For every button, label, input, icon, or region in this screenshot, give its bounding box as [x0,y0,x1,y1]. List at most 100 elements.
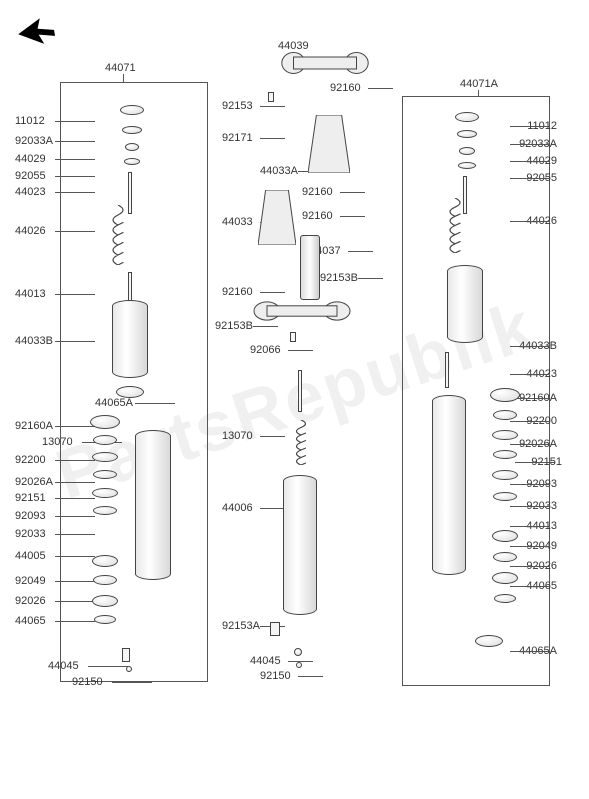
ellipse-part [459,147,475,155]
triple-clamp [280,48,370,78]
leader-line [510,161,550,162]
nav-arrow-icon [15,15,59,59]
leader-line [55,516,95,517]
part-label-44045: 44045 [250,655,281,667]
leader-line [510,546,550,547]
ellipse-part [92,595,118,607]
part-label-44029: 44029 [15,153,46,165]
leader-line [55,426,95,427]
leader-line [55,294,95,295]
cylinder-part [112,300,148,378]
part-label-92153: 92153 [222,100,253,112]
part-label-92160: 92160 [302,186,333,198]
part-label-92200: 92200 [15,454,46,466]
part-label-92160: 92160 [302,210,333,222]
ellipse-part [493,410,517,420]
cylinder-part [135,430,171,580]
part-label-92151: 92151 [15,492,46,504]
ellipse-part [126,666,132,672]
leader-line [368,88,393,89]
ellipse-part [490,388,520,402]
ellipse-part [90,415,120,429]
leader-line [55,581,95,582]
leader-line [260,508,285,509]
ellipse-part [125,143,139,151]
group-leader [478,90,479,96]
fork-cover [308,115,350,173]
group-label-44071A: 44071A [460,78,498,90]
cylinder-part [283,475,317,615]
spring-icon [445,198,465,253]
leader-line [135,403,175,404]
ellipse-part [475,635,503,647]
part-label-44065A: 44065A [95,397,133,409]
ellipse-part [93,470,117,479]
leader-line [510,651,550,652]
leader-line [55,498,95,499]
ellipse-part [458,162,476,169]
leader-line [298,676,323,677]
leader-line [55,141,95,142]
leader-line [55,192,95,193]
part-label-44005: 44005 [15,550,46,562]
leader-line [348,251,373,252]
leader-line [510,374,550,375]
leader-line [88,666,128,667]
rect-part [268,92,274,102]
rect-part [290,332,296,342]
cylinder-part [432,395,466,575]
ellipse-part [94,615,116,624]
leader-line [55,176,95,177]
part-label-44023: 44023 [15,186,46,198]
group-box-44071A [402,96,550,686]
ellipse-part [455,112,479,122]
leader-line [510,421,550,422]
part-label-92153B: 92153B [215,320,253,332]
leader-line [510,506,550,507]
leader-line [340,192,365,193]
part-label-92026: 92026 [15,595,46,607]
part-label-92153B: 92153B [320,272,358,284]
leader-line [510,566,550,567]
rect-part [445,352,449,388]
part-label-92153A: 92153A [222,620,260,632]
part-label-44033A: 44033A [260,165,298,177]
spring-icon [292,420,310,465]
triple-clamp [252,298,352,324]
part-label-92171: 92171 [222,132,253,144]
leader-line [510,586,550,587]
ellipse-part [92,488,118,498]
leader-line [515,462,555,463]
part-label-92150: 92150 [72,676,103,688]
part-label-92055: 92055 [15,170,46,182]
part-label-44026: 44026 [15,225,46,237]
leader-line [510,221,550,222]
leader-line [510,484,550,485]
leader-line [55,460,95,461]
part-label-44065: 44065 [15,615,46,627]
group-leader [123,74,124,82]
rect-part [298,370,302,412]
part-label-92150: 92150 [260,670,291,682]
part-label-44033B: 44033B [15,335,53,347]
ellipse-part [92,555,118,567]
ellipse-part [124,158,140,165]
leader-line [260,292,285,293]
group-label-44071: 44071 [105,62,136,74]
ellipse-part [122,126,142,134]
leader-line [510,144,550,145]
ellipse-part [93,506,117,515]
part-label-92033A: 92033A [15,135,53,147]
rect-part [122,648,130,662]
leader-line [510,444,550,445]
part-label-44013: 44013 [15,288,46,300]
leader-line [260,436,285,437]
leader-line [340,216,365,217]
part-label-44033: 44033 [222,216,253,228]
leader-line [510,346,550,347]
leader-line [358,278,383,279]
group-box-44071 [60,82,208,682]
steering-stem [300,235,320,300]
leader-line [288,350,313,351]
ellipse-part [116,386,144,398]
